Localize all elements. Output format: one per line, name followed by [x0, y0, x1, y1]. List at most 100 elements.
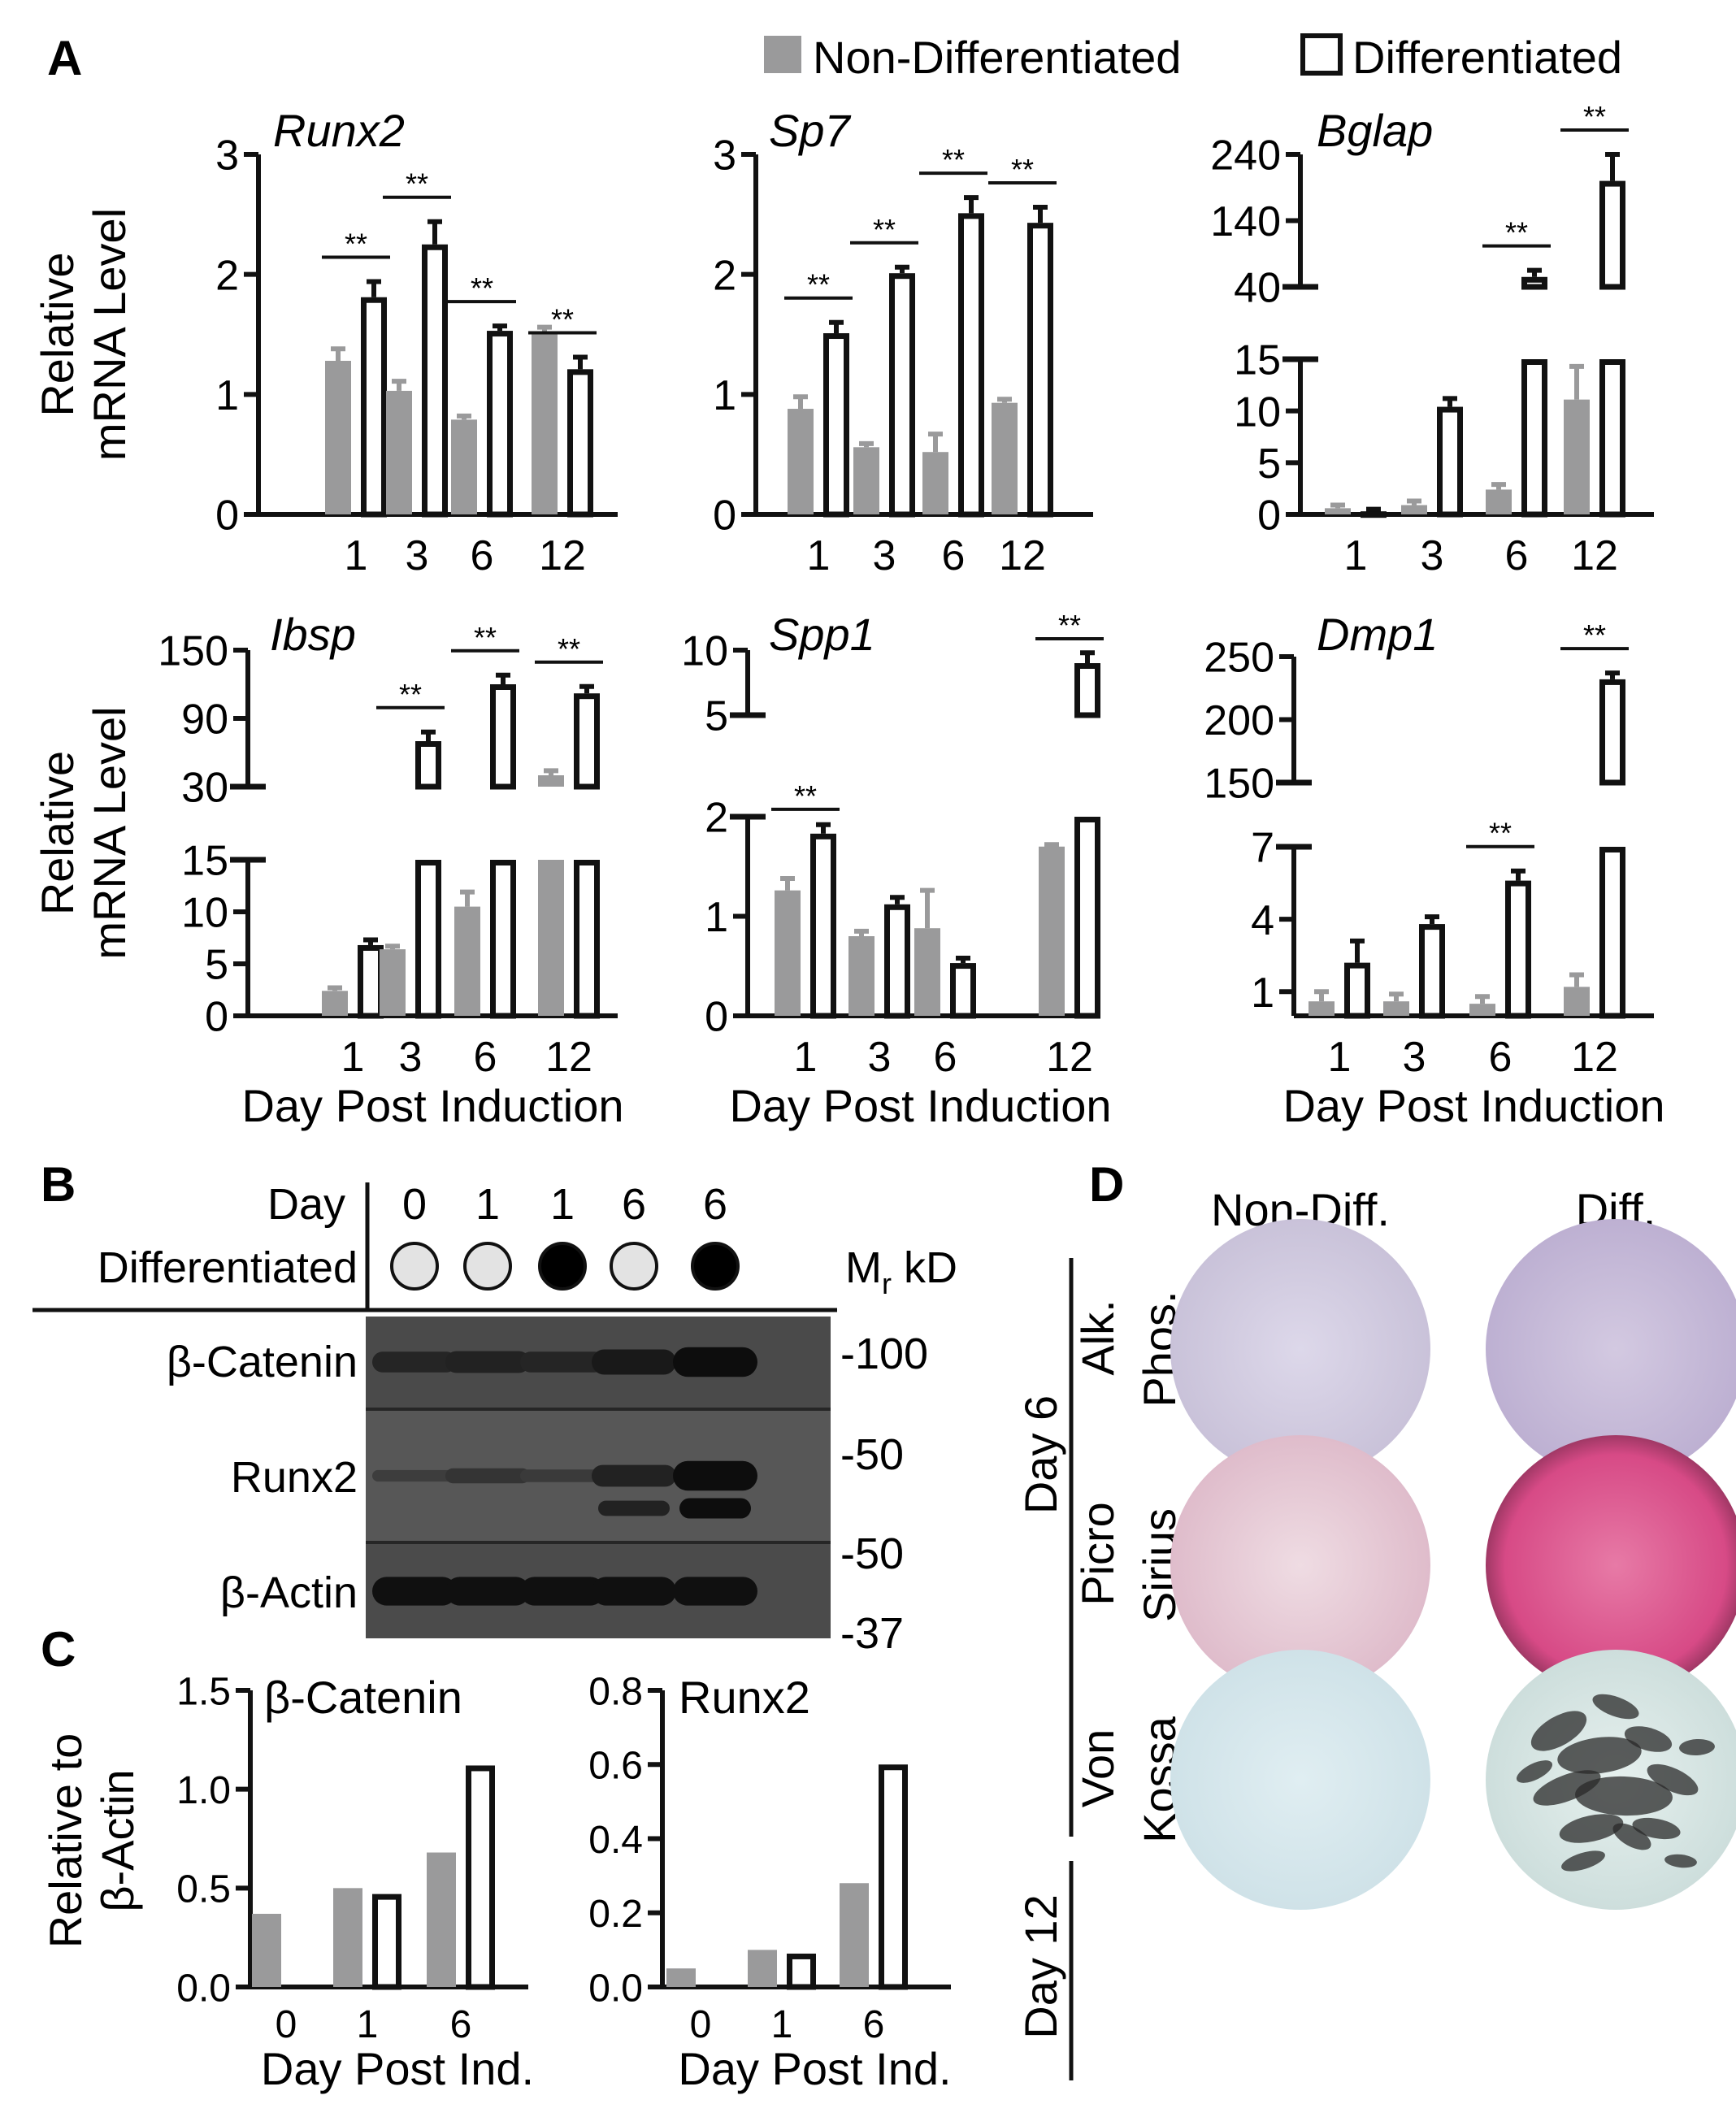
ylow-spp1-1-tick-label: 1 [705, 894, 728, 941]
bar-nondiff-sp7-0 [788, 409, 814, 514]
x-tick-label-ctnnb-2: 6 [450, 2003, 472, 2046]
x-tick-label-ibsp-3: 12 [545, 1034, 592, 1081]
yup-spp1-1-tick-label: 10 [681, 628, 728, 675]
wb-band-0-0 [372, 1351, 457, 1373]
stain-day6-label: Day 6 [1015, 1395, 1066, 1514]
yup-dmp1-0-tick-label: 150 [1204, 761, 1274, 808]
wb-band-2-0 [372, 1577, 457, 1606]
bar-diff-spp1-1 [884, 904, 910, 1019]
y-label-ctnnb: Relative toβ-Actin [40, 1733, 143, 1949]
bar-nondiff-sp7-2 [922, 452, 948, 514]
panel-label-a: A [47, 31, 82, 85]
wb-band-lower-1-4 [679, 1498, 751, 1519]
kossa-deposit-10 [1592, 1694, 1639, 1720]
x-label-runx2wb: Day Post Ind. [678, 2043, 951, 2094]
bar-diff-bglap-3-upper [1599, 180, 1625, 290]
x-tick-label-spp1-2: 6 [934, 1034, 957, 1081]
yup-bglap-0-tick-label: 40 [1234, 265, 1281, 312]
wb-band-1-1 [445, 1468, 530, 1484]
bar-nondiff-spp1-3 [1039, 846, 1065, 1016]
bar-diff-runx2-3 [567, 369, 593, 518]
ylow-bglap-0-tick-label: 0 [1257, 492, 1281, 540]
stain-well-0-0 [1170, 1219, 1430, 1479]
bar-nondiff-runx2-0 [325, 360, 351, 514]
wb-band-1-2 [520, 1469, 605, 1482]
bar-nondiff-bglap-3 [1564, 399, 1590, 514]
bar-diff-dmp1-3-upper [1599, 679, 1625, 786]
kossa-deposit-9 [1679, 1738, 1715, 1756]
bar-nondiff-runx2wb-0 [666, 1968, 696, 1987]
y-runx2-2-tick-label: 2 [215, 252, 239, 299]
bar-nondiff-ibsp-3-upper [538, 775, 564, 787]
y-sp7-0-tick-label: 0 [713, 492, 736, 540]
x-tick-label-runx2-0: 1 [345, 532, 368, 579]
sig-mark-ibsp-2: ** [474, 621, 497, 654]
chart-title-runx2wb: Runx2 [679, 1672, 810, 1723]
sig-mark-runx2-0: ** [345, 228, 367, 261]
x-tick-label-sp7-2: 6 [942, 532, 966, 579]
legend-swatch-non-diff [764, 36, 801, 73]
western-blot: Day Differentiated Mr kD 0 1 1 6 6β-CateninR… [33, 1180, 957, 1658]
y-label-line1-runx2: Relative [32, 252, 83, 416]
wb-band-0-3 [592, 1349, 676, 1375]
bar-diff-sp7-1 [889, 273, 915, 518]
ylow-dmp1-1-tick-label: 4 [1251, 897, 1274, 944]
bar-nondiff-ctnnb-2 [427, 1852, 456, 1987]
bar-diff-ibsp-3 [574, 860, 600, 1019]
y-label-line2-runx2: mRNA Level [84, 208, 135, 461]
y-runx2wb-0-tick-label: 0.0 [588, 1967, 643, 2010]
bar-nondiff-runx2-1 [386, 390, 412, 514]
x-tick-label-runx2wb-2: 6 [863, 2003, 885, 2046]
kossa-deposit-8 [1516, 1760, 1553, 1783]
yup-bglap-1-tick-label: 140 [1210, 198, 1281, 245]
x-tick-label-sp7-0: 1 [807, 532, 831, 579]
chart-title-spp1: Spp1 [769, 609, 875, 660]
ylow-ibsp-0-tick-label: 0 [205, 994, 228, 1041]
legend: Non-Differentiated Differentiated [764, 32, 1622, 83]
x-tick-label-bglap-3: 12 [1571, 532, 1618, 579]
panel-label-d: D [1089, 1157, 1124, 1212]
bar-diff-runx2-2 [487, 331, 513, 518]
bar-nondiff-runx2-2 [451, 419, 477, 514]
kossa-deposit-12 [1664, 1854, 1697, 1868]
ylow-spp1-2-tick-label: 2 [705, 795, 728, 842]
y-runx2-1-tick-label: 1 [215, 372, 239, 419]
bar-diff-runx2wb-2 [879, 1764, 908, 1990]
chart-title-ctnnb: β-Catenin [264, 1672, 462, 1723]
bar-diff-spp1-2 [950, 963, 976, 1019]
sig-mark-sp7-1: ** [873, 213, 896, 246]
sig-mark-bglap-3: ** [1583, 100, 1606, 133]
kossa-deposit-2 [1624, 1726, 1673, 1752]
x-tick-label-bglap-2: 6 [1505, 532, 1529, 579]
legend-swatch-diff [1300, 33, 1343, 76]
bar-diff-ibsp-2-upper [490, 684, 516, 790]
wb-band-2-3 [592, 1577, 676, 1606]
wb-marker-2-0: -50 [840, 1529, 904, 1578]
x-label-ibsp: Day Post Induction [241, 1080, 623, 1131]
y-runx2wb-1-tick-label: 0.2 [588, 1893, 643, 1936]
bar-diff-runx2-0 [361, 297, 387, 518]
y-ctnnb-1-tick-label: 0.5 [176, 1868, 231, 1911]
ylow-spp1-0-tick-label: 0 [705, 994, 728, 1041]
x-tick-label-runx2-2: 6 [471, 532, 494, 579]
kossa-deposit-0 [1530, 1711, 1587, 1751]
x-tick-label-spp1-3: 12 [1046, 1034, 1093, 1081]
wb-band-0-2 [520, 1351, 605, 1373]
wb-band-2-4 [673, 1577, 757, 1606]
sig-mark-runx2-3: ** [551, 303, 574, 336]
x-tick-label-ctnnb-0: 0 [276, 2003, 297, 2046]
bar-nondiff-runx2wb-1 [748, 1950, 777, 1987]
y-runx2-0-tick-label: 0 [215, 492, 239, 540]
stain-row-label-a-0: Alk. [1072, 1299, 1123, 1375]
bar-diff-dmp1-3 [1599, 847, 1625, 1019]
ylow-ibsp-3-tick-label: 15 [181, 838, 228, 885]
wb-marker-2-1: -37 [840, 1609, 904, 1658]
kossa-deposit-11 [1561, 1850, 1605, 1872]
x-tick-label-dmp1-0: 1 [1328, 1034, 1352, 1081]
bar-diff-bglap-0 [1361, 511, 1387, 518]
x-tick-label-dmp1-2: 6 [1489, 1034, 1512, 1081]
